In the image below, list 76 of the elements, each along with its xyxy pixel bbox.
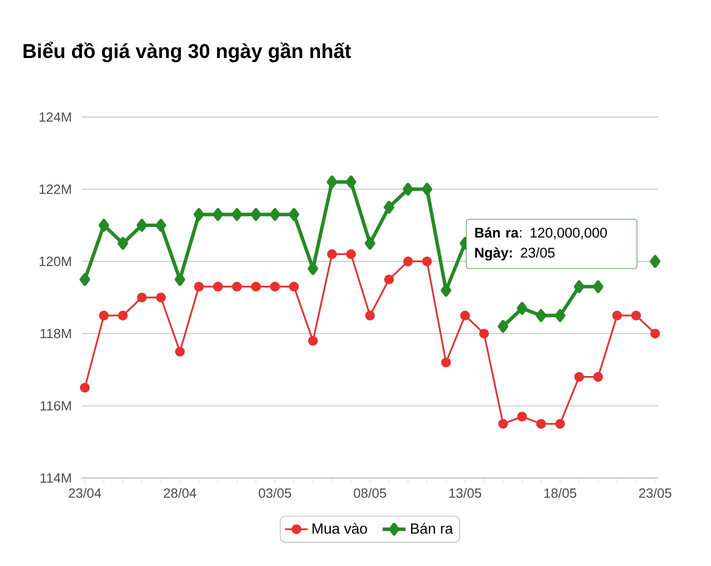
point	[250, 208, 262, 221]
point	[98, 218, 110, 232]
point	[156, 218, 166, 232]
point	[175, 346, 185, 357]
point	[517, 412, 527, 422]
x-tick-label: 23/04	[68, 488, 102, 498]
point	[574, 372, 584, 382]
chart-title: Biểu đồ giá vàng 30 ngày gần nhất	[24, 42, 351, 62]
point	[213, 282, 223, 292]
point	[232, 208, 242, 221]
point	[212, 208, 224, 221]
annotation: Bán ra: 120,000,000	[475, 227, 607, 240]
y-tick-label: 114M	[40, 473, 71, 483]
point	[288, 208, 300, 221]
point	[555, 418, 565, 429]
point	[194, 282, 204, 292]
point	[422, 182, 432, 196]
point	[308, 262, 318, 276]
point	[98, 310, 109, 320]
point	[498, 320, 508, 333]
point	[346, 249, 356, 260]
point	[631, 310, 642, 320]
point	[137, 292, 147, 302]
x-tick-label: 18/05	[544, 488, 576, 498]
point	[156, 292, 166, 302]
point	[327, 249, 337, 260]
point	[479, 328, 489, 338]
point	[422, 256, 432, 266]
point	[402, 182, 414, 196]
point	[403, 256, 413, 266]
x-tick-label: 13/05	[449, 488, 482, 498]
y-tick-label: 116M	[40, 401, 71, 411]
point	[326, 176, 338, 188]
point	[270, 282, 280, 292]
point	[650, 328, 660, 338]
point	[592, 280, 604, 294]
point	[554, 309, 566, 322]
legend-label: Bán ra	[411, 522, 454, 534]
point	[441, 358, 451, 368]
point	[460, 310, 470, 320]
point	[174, 273, 186, 286]
point	[194, 208, 204, 221]
point	[136, 218, 148, 232]
point	[80, 382, 90, 393]
x-tick-label: 03/05	[258, 488, 292, 498]
annotation: Ngày: 23/05	[475, 247, 555, 260]
point	[118, 310, 128, 320]
point	[289, 282, 299, 292]
legend-label: Mua vào	[312, 522, 368, 534]
point	[440, 284, 452, 297]
point	[364, 236, 376, 250]
point	[536, 418, 546, 429]
point	[118, 236, 128, 250]
point	[516, 302, 528, 315]
point	[384, 200, 394, 214]
point	[365, 310, 375, 320]
y-tick-label: 122M	[40, 184, 71, 194]
point	[384, 274, 394, 284]
x-tick-label: 23/05	[639, 488, 672, 498]
point	[232, 282, 242, 292]
point	[346, 176, 356, 188]
point	[612, 310, 622, 320]
point	[574, 280, 584, 294]
x-tick-label: 28/04	[164, 488, 196, 498]
point	[80, 273, 90, 286]
y-tick-label: 118M	[40, 328, 71, 338]
point	[251, 282, 261, 292]
x-tick-label: 08/05	[354, 488, 386, 498]
y-tick-label: 120M	[40, 256, 71, 266]
point	[536, 309, 546, 322]
point	[308, 336, 318, 346]
point	[498, 418, 508, 429]
point	[270, 208, 280, 221]
point	[593, 372, 603, 382]
y-tick-label: 124M	[40, 112, 71, 122]
point	[650, 254, 660, 268]
